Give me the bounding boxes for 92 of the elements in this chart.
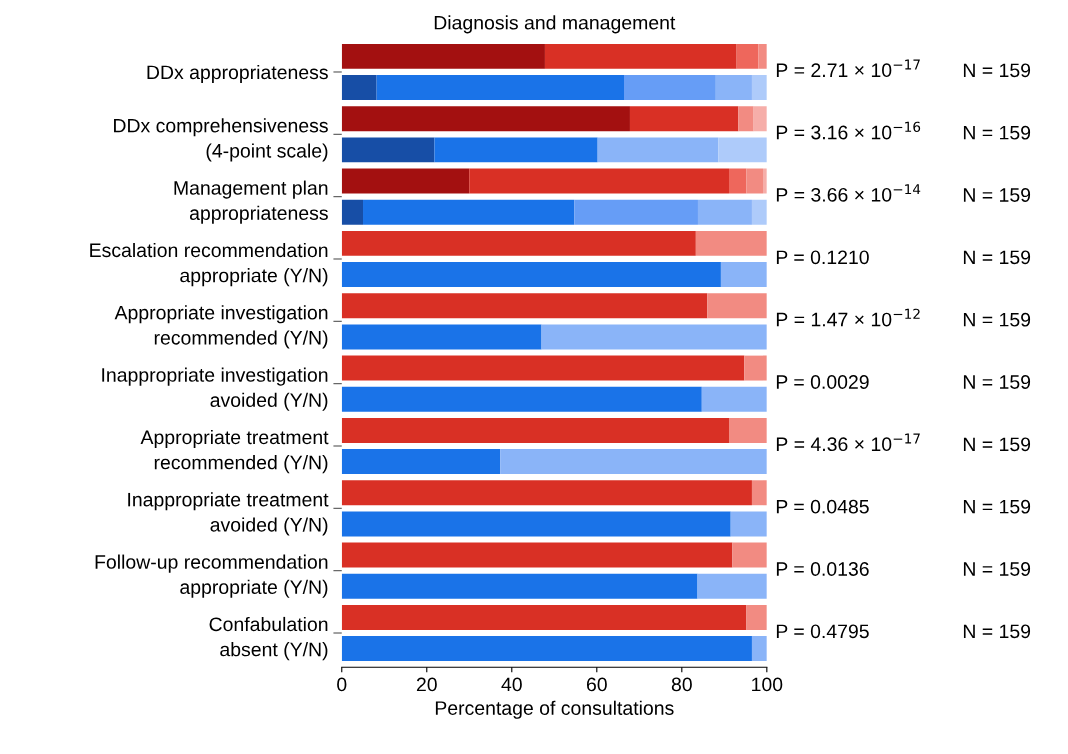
text: N = 159 bbox=[963, 63, 1031, 78]
bar bbox=[341, 449, 501, 475]
text: P = 4.36 × 10$^{−17}$ bbox=[776, 433, 920, 452]
bar bbox=[697, 199, 752, 225]
bar bbox=[753, 106, 767, 132]
bar bbox=[701, 386, 767, 412]
text: N = 159 bbox=[963, 562, 1031, 576]
bar bbox=[500, 449, 767, 475]
bar bbox=[715, 75, 752, 101]
bar bbox=[469, 168, 729, 194]
x-tick-label: 80 bbox=[671, 677, 692, 692]
bar bbox=[624, 75, 716, 101]
bar bbox=[341, 542, 733, 568]
text: P = 3.66 × 10$^{−14}$ bbox=[776, 184, 921, 202]
x-tick-label: 100 bbox=[752, 677, 783, 692]
bar bbox=[434, 137, 598, 163]
bar bbox=[341, 199, 364, 225]
text: N = 159 bbox=[963, 250, 1031, 265]
bar bbox=[736, 43, 759, 69]
y-tick-label: Escalation recommendation appropriate (Y/N) bbox=[90, 242, 328, 287]
bar bbox=[728, 168, 747, 194]
bar bbox=[341, 355, 745, 381]
text: P = 1.47 × 10$^{−12}$ bbox=[776, 308, 920, 327]
bar bbox=[341, 262, 721, 288]
y-tick-label: Confabulation absent (Y/N) bbox=[209, 616, 328, 661]
bar bbox=[341, 75, 377, 101]
text: P = 2.71 × 10$^{−17}$ bbox=[776, 59, 920, 78]
bar bbox=[341, 137, 435, 163]
text: N = 159 bbox=[963, 375, 1031, 389]
bar bbox=[746, 604, 767, 630]
bar bbox=[376, 75, 624, 101]
bar bbox=[341, 293, 708, 319]
bar bbox=[341, 43, 545, 69]
bar bbox=[758, 43, 767, 69]
bar bbox=[574, 199, 698, 225]
bar bbox=[744, 355, 767, 381]
bar bbox=[341, 480, 752, 506]
text: N = 159 bbox=[963, 437, 1031, 452]
text: N = 159 bbox=[963, 188, 1031, 202]
bar bbox=[341, 417, 729, 443]
bar bbox=[341, 511, 731, 537]
text: P = 3.16 × 10$^{−16}$ bbox=[776, 121, 921, 140]
y-tick-label: Follow-up recommendation appropriate (Y/N) bbox=[95, 554, 328, 598]
y-tick-label: Appropriate investigation recommended (Y/N) bbox=[114, 305, 328, 349]
bar bbox=[697, 573, 767, 599]
text: P = 0.1210 bbox=[776, 250, 869, 265]
y-tick-label: Inappropriate investigation avoided (Y/N) bbox=[102, 367, 328, 411]
bar bbox=[341, 106, 630, 132]
bar bbox=[751, 199, 767, 225]
text: N = 159 bbox=[963, 312, 1031, 327]
y-tick-label: Management plan appropriateness bbox=[174, 180, 328, 224]
text: P = 0.4795 bbox=[776, 624, 869, 639]
text: P = 0.0029 bbox=[776, 375, 869, 389]
text: N = 159 bbox=[963, 125, 1031, 140]
bar bbox=[730, 511, 767, 537]
bar bbox=[544, 43, 737, 69]
bar bbox=[629, 106, 739, 132]
bar bbox=[341, 573, 698, 599]
bar bbox=[720, 262, 767, 288]
x-tick-label: 40 bbox=[501, 677, 522, 692]
text: N = 159 bbox=[963, 624, 1031, 639]
x-tick-label: 0 bbox=[337, 677, 347, 692]
x-tick-label: 20 bbox=[416, 677, 437, 692]
bar bbox=[738, 106, 754, 132]
bar bbox=[707, 293, 767, 319]
text: P = 0.0485 bbox=[776, 499, 869, 514]
bar bbox=[728, 417, 767, 443]
bar bbox=[541, 324, 767, 350]
x-axis-title: Percentage of consultations bbox=[435, 700, 674, 719]
bar bbox=[718, 137, 767, 163]
bar bbox=[751, 480, 767, 506]
bar bbox=[341, 168, 470, 194]
bar bbox=[341, 324, 542, 350]
bar bbox=[363, 199, 575, 225]
text: P = 0.0136 bbox=[776, 562, 869, 576]
bar bbox=[746, 168, 763, 194]
bar bbox=[751, 636, 767, 662]
bar bbox=[597, 137, 719, 163]
text: N = 159 bbox=[963, 499, 1031, 514]
bar bbox=[341, 636, 752, 662]
y-tick-label: Inappropriate treatment avoided (Y/N) bbox=[128, 492, 329, 536]
y-tick-label: DDx comprehensiveness (4-point scale) bbox=[114, 118, 328, 162]
bar bbox=[341, 604, 747, 630]
chart-title: Diagnosis and management bbox=[434, 15, 676, 34]
bar bbox=[695, 230, 767, 256]
bar bbox=[341, 386, 702, 412]
bar bbox=[341, 230, 696, 256]
bar bbox=[732, 542, 767, 568]
bar bbox=[751, 75, 767, 101]
y-tick-label: DDx appropriateness bbox=[147, 64, 328, 84]
y-tick-label: Appropriate treatment recommended (Y/N) bbox=[140, 429, 329, 474]
x-tick-label: 60 bbox=[586, 677, 607, 692]
